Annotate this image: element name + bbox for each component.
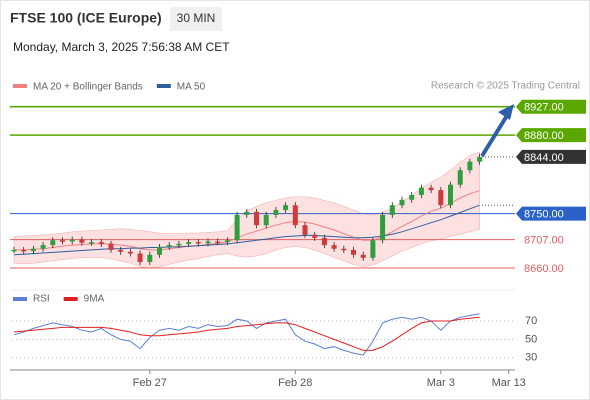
candle bbox=[195, 242, 201, 244]
x-tick-label: Feb 27 bbox=[133, 377, 167, 389]
candle bbox=[273, 210, 279, 215]
candle bbox=[176, 243, 182, 246]
candle bbox=[254, 211, 259, 226]
candle bbox=[98, 242, 104, 244]
interval-box bbox=[170, 7, 222, 31]
y-tick-label: 70 bbox=[525, 315, 537, 327]
level-label: 8844.00 bbox=[524, 152, 564, 164]
candle bbox=[224, 240, 230, 243]
candle bbox=[89, 242, 95, 244]
x-tick-label: Feb 28 bbox=[278, 377, 312, 389]
legend-swatch bbox=[63, 297, 78, 301]
candle bbox=[21, 249, 27, 252]
candle bbox=[215, 241, 221, 243]
candle bbox=[302, 225, 308, 235]
candle bbox=[370, 240, 376, 258]
level-label: 8707.00 bbox=[524, 235, 564, 247]
candle bbox=[283, 205, 289, 211]
candle bbox=[147, 254, 153, 263]
candle bbox=[186, 242, 192, 244]
y-tick-label: 50 bbox=[525, 333, 537, 345]
candle bbox=[205, 241, 211, 244]
candle bbox=[341, 248, 347, 251]
forecast-arrowhead bbox=[498, 104, 514, 120]
level-tag bbox=[516, 206, 586, 221]
credit: Research © 2025 Trading Central bbox=[431, 81, 580, 92]
series-line bbox=[13, 316, 480, 351]
legend-label: RSI bbox=[33, 294, 50, 305]
legend-label: MA 20 + Bollinger Bands bbox=[33, 82, 143, 93]
candle bbox=[137, 253, 143, 263]
candle bbox=[409, 194, 415, 200]
bollinger-band bbox=[13, 151, 480, 269]
candle bbox=[108, 243, 114, 250]
candle bbox=[457, 170, 463, 185]
level-label: 8927.00 bbox=[524, 102, 564, 114]
candle bbox=[40, 245, 46, 249]
candle bbox=[166, 245, 172, 247]
candle bbox=[234, 214, 240, 241]
candle bbox=[360, 254, 366, 258]
candle bbox=[50, 240, 56, 246]
interval: 30 MIN bbox=[177, 11, 216, 25]
candle bbox=[428, 187, 434, 191]
x-tick-label: Mar 13 bbox=[492, 377, 526, 389]
candle bbox=[321, 237, 327, 246]
candle bbox=[399, 199, 405, 206]
candle bbox=[69, 239, 75, 242]
candle bbox=[389, 205, 395, 215]
y-tick-label: 30 bbox=[525, 352, 537, 364]
candle bbox=[380, 214, 386, 241]
series-line bbox=[13, 313, 480, 356]
ma-line bbox=[13, 204, 480, 256]
level-tag bbox=[516, 149, 586, 164]
level-tag bbox=[516, 99, 586, 114]
title: FTSE 100 (ICE Europe) bbox=[10, 10, 162, 26]
legend-label: MA 50 bbox=[177, 82, 206, 93]
candle bbox=[477, 156, 483, 162]
legend-swatch bbox=[13, 84, 27, 88]
candle bbox=[263, 214, 269, 226]
candle bbox=[157, 246, 162, 255]
candle bbox=[30, 248, 36, 252]
candle bbox=[331, 245, 337, 249]
candle bbox=[127, 251, 133, 254]
legend-swatch bbox=[156, 84, 171, 88]
candle bbox=[448, 184, 453, 206]
level-label: 8660.00 bbox=[524, 263, 564, 275]
candle bbox=[11, 249, 17, 252]
candle bbox=[418, 187, 424, 195]
candle bbox=[60, 240, 65, 242]
candle bbox=[351, 249, 356, 255]
legend-label: 9MA bbox=[84, 294, 105, 305]
candle bbox=[118, 249, 124, 252]
level-label: 8750.00 bbox=[524, 209, 564, 221]
candle bbox=[312, 234, 318, 238]
candle bbox=[244, 211, 250, 215]
datetime: Monday, March 3, 2025 7:56:38 AM CET bbox=[13, 40, 230, 54]
candle bbox=[292, 205, 298, 226]
level-label: 8880.00 bbox=[524, 130, 564, 142]
level-tag bbox=[516, 128, 586, 143]
candle bbox=[438, 190, 444, 206]
forecast-arrow bbox=[480, 112, 510, 158]
legend-swatch bbox=[13, 297, 27, 301]
plot: 8927.00 8880.00 8844.00 8750.00 8707.00 8660.… bbox=[10, 82, 586, 389]
candle bbox=[79, 239, 85, 243]
candle bbox=[467, 161, 473, 171]
x-tick-label: Mar 3 bbox=[427, 377, 455, 389]
